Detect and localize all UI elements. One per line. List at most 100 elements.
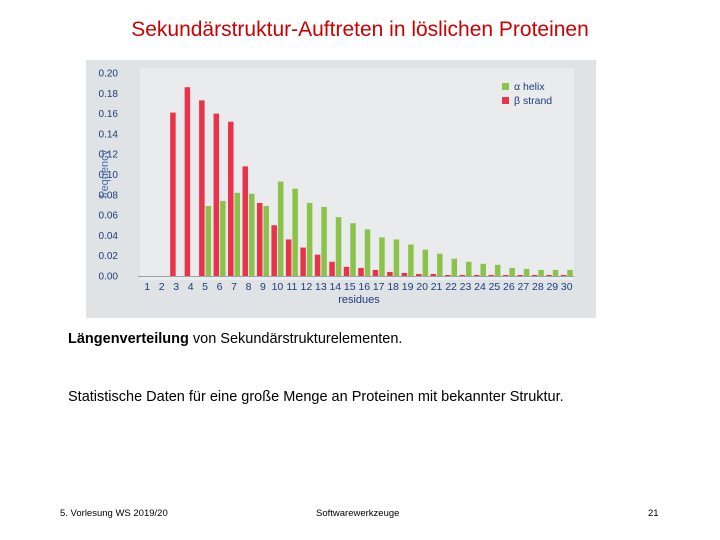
bar-beta-strand <box>372 269 379 276</box>
bar-alpha-helix <box>234 192 241 276</box>
legend-swatch <box>502 97 509 104</box>
bar-beta-strand <box>285 239 292 276</box>
bar-beta-strand <box>228 121 234 276</box>
bar-alpha-helix <box>408 244 414 276</box>
caption-rest: von Sekundärstrukturelementen. <box>188 331 403 347</box>
bar-alpha-helix <box>466 261 472 276</box>
bar-alpha-helix <box>321 206 327 276</box>
bar-alpha-helix <box>379 237 385 276</box>
x-tick-label: 5 <box>202 281 208 293</box>
bar-alpha-helix <box>263 205 269 276</box>
legend-label: α helix <box>514 81 545 93</box>
x-tick-label: 1 <box>144 281 150 293</box>
bar-alpha-helix <box>292 188 298 276</box>
x-tick-label: 26 <box>503 281 515 293</box>
bar-alpha-helix <box>277 181 284 276</box>
x-tick-label: 18 <box>387 281 399 293</box>
bar-beta-strand <box>560 274 567 276</box>
bar-beta-strand <box>343 266 350 276</box>
bar-beta-strand <box>430 273 437 276</box>
bar-beta-strand <box>184 87 191 277</box>
bar-beta-strand <box>170 112 176 277</box>
bar-beta-strand <box>517 274 523 276</box>
footer-lecture: 5. Vorlesung WS 2019/20 <box>60 508 168 519</box>
legend: α helix β strand <box>502 81 552 107</box>
bar-beta-strand <box>271 225 277 276</box>
chart-svg: 0.00 0.02 0.04 0.06 0.08 0.10 0.12 0.14 0.16 0.18… <box>86 60 596 318</box>
bar-beta-strand <box>387 271 393 276</box>
bars <box>170 87 573 277</box>
bar-beta-strand <box>300 247 306 276</box>
bar-alpha-helix <box>437 253 443 276</box>
x-tick-label: 23 <box>460 281 472 293</box>
bar-alpha-helix <box>451 258 458 276</box>
bar-beta-strand <box>416 273 422 276</box>
y-tick-label: 0.20 <box>99 69 119 80</box>
x-tick-label: 7 <box>231 281 237 293</box>
bar-alpha-helix <box>350 223 356 276</box>
x-tick-label: 4 <box>188 281 194 293</box>
y-tick-label: 0.16 <box>99 109 119 120</box>
bar-beta-strand <box>459 274 465 276</box>
y-tick-label: 0.02 <box>99 251 119 262</box>
x-tick-label: 30 <box>561 281 573 293</box>
x-tick-label: 20 <box>416 281 428 293</box>
x-tick-label: 10 <box>272 281 284 293</box>
bar-beta-strand <box>445 274 451 276</box>
caption-bold: Längenverteilung <box>68 331 189 347</box>
x-tick-label: 14 <box>329 281 341 293</box>
x-tick-label: 8 <box>246 281 252 293</box>
bar-alpha-helix <box>509 267 515 276</box>
bar-alpha-helix <box>220 200 226 276</box>
x-tick-label: 16 <box>358 281 370 293</box>
x-tick-label: 25 <box>489 281 501 293</box>
bar-alpha-helix <box>249 193 255 276</box>
x-tick-label: 11 <box>286 281 297 293</box>
bar-alpha-helix <box>480 263 486 276</box>
x-tick-label: 21 <box>431 281 443 293</box>
y-tick-label: 0.06 <box>99 211 119 222</box>
bar-beta-strand <box>401 272 408 276</box>
footer-page-number: 21 <box>648 508 659 519</box>
slide-title: Sekundärstruktur-Auftreten in löslichen … <box>131 18 589 41</box>
caption: Längenverteilung von Sekundärstrukturele… <box>68 331 402 347</box>
bar-alpha-helix <box>335 217 342 276</box>
bar-beta-strand <box>531 274 538 276</box>
bar-beta-strand <box>358 267 364 276</box>
bar-alpha-helix <box>422 249 429 276</box>
bar-alpha-helix <box>538 269 544 276</box>
bar-beta-strand <box>488 274 494 276</box>
bar-alpha-helix <box>567 269 573 276</box>
axes: 0.00 0.02 0.04 0.06 0.08 0.10 0.12 0.14 0.16 0.18… <box>99 69 574 293</box>
bar-alpha-helix <box>494 264 501 276</box>
bar-alpha-helix <box>393 239 400 276</box>
y-tick-label: 0.08 <box>99 190 119 201</box>
x-tick-label: 15 <box>344 281 356 293</box>
x-tick-label: 3 <box>173 281 179 293</box>
x-tick-label: 13 <box>315 281 327 293</box>
y-tick-label: 0.12 <box>99 150 119 161</box>
bar-alpha-helix <box>523 268 530 276</box>
footer-course: Softwarewerkzeuge <box>316 508 400 519</box>
x-tick-label: 6 <box>217 281 223 293</box>
x-tick-label: 27 <box>518 281 530 293</box>
bar-beta-strand <box>329 261 335 276</box>
y-tick-label: 0.00 <box>99 272 119 283</box>
y-tick-label: 0.18 <box>99 89 119 100</box>
bar-beta-strand <box>314 254 321 276</box>
bar-alpha-helix <box>306 202 313 276</box>
x-tick-label: 28 <box>532 281 544 293</box>
bar-beta-strand <box>213 113 220 276</box>
bar-alpha-helix <box>364 229 371 276</box>
bar-beta-strand <box>473 274 480 276</box>
bar-beta-strand <box>502 274 509 276</box>
x-tick-label: 22 <box>445 281 457 293</box>
x-tick-label: 29 <box>546 281 558 293</box>
x-tick-label: 19 <box>402 281 414 293</box>
x-axis-label: residues <box>338 294 380 306</box>
legend-label: β strand <box>514 95 552 107</box>
bar-alpha-helix <box>205 205 212 276</box>
y-axis-label: frequency <box>99 149 111 198</box>
bar-beta-strand <box>546 274 552 276</box>
y-tick-label: 0.04 <box>99 231 119 242</box>
